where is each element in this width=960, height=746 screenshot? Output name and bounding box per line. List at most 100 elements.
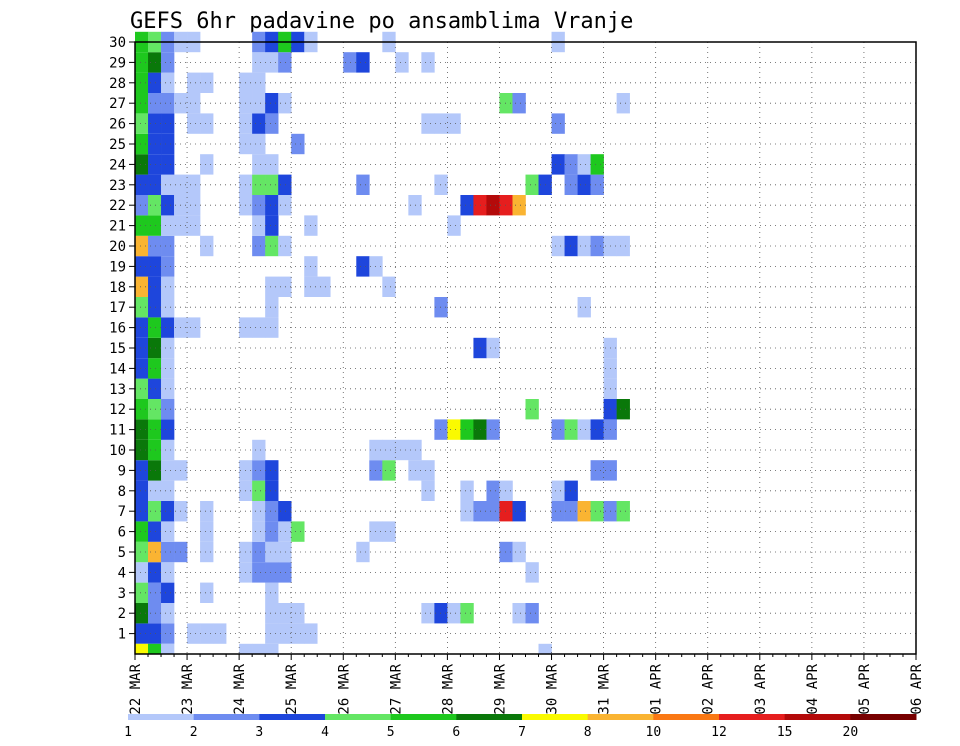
- heatmap-cell: [135, 399, 149, 420]
- heatmap-cell: [161, 501, 175, 522]
- legend-label: 1: [124, 725, 132, 740]
- heatmap-cell: [161, 439, 175, 461]
- heatmap-cell: [187, 215, 201, 236]
- heatmap-cell: [161, 113, 175, 134]
- heatmap-cell: [538, 643, 552, 654]
- heatmap-cell: [135, 521, 149, 542]
- heatmap-cell: [135, 113, 149, 134]
- heatmap-cell: [291, 623, 305, 644]
- heatmap-cell: [135, 460, 149, 481]
- heatmap-cell: [252, 439, 266, 461]
- heatmap-cell: [577, 297, 591, 318]
- heatmap-cell: [564, 480, 578, 501]
- heatmap-cell: [564, 235, 578, 257]
- heatmap-cell: [187, 195, 201, 216]
- heatmap-cell: [564, 154, 578, 175]
- y-tick-label: 7: [118, 504, 126, 520]
- heatmap-cell: [148, 378, 162, 399]
- heatmap-cell: [135, 276, 149, 297]
- heatmap-cell: [577, 154, 591, 175]
- heatmap-cell: [135, 154, 149, 175]
- y-tick-label: 18: [109, 280, 126, 296]
- heatmap-cell: [447, 603, 461, 624]
- heatmap-cell: [278, 521, 292, 542]
- heatmap-cell: [161, 297, 175, 318]
- heatmap-cell: [252, 480, 266, 501]
- heatmap-cell: [252, 235, 266, 257]
- chart-title: GEFS 6hr padavine po ansamblima Vranje: [130, 9, 633, 34]
- heatmap-cell: [265, 297, 279, 318]
- heatmap-cell: [161, 93, 175, 114]
- heatmap-cell: [252, 501, 266, 522]
- legend-swatch: [193, 714, 260, 720]
- legend-label: 10: [646, 725, 662, 740]
- heatmap-cell: [512, 603, 526, 624]
- legend-swatch: [325, 714, 392, 720]
- heatmap-cell: [525, 603, 539, 624]
- heatmap-cell: [135, 52, 149, 73]
- heatmap-cell: [486, 195, 500, 216]
- x-tick-label: 30 MAR: [545, 663, 561, 714]
- heatmap-cell: [252, 521, 266, 542]
- heatmap-cell: [187, 72, 201, 93]
- heatmap-cell: [252, 154, 266, 175]
- heatmap-cell: [434, 113, 448, 134]
- heatmap-cell: [135, 297, 149, 318]
- heatmap-cell: [395, 439, 409, 461]
- heatmap-cell: [616, 93, 630, 114]
- heatmap-cell: [148, 133, 162, 155]
- y-tick-label: 13: [109, 382, 126, 398]
- legend-label: 8: [584, 725, 592, 740]
- heatmap-cell: [135, 643, 149, 654]
- heatmap-cell: [161, 235, 175, 257]
- heatmap-cell: [161, 154, 175, 175]
- heatmap-cell: [577, 174, 591, 195]
- heatmap-cell: [135, 480, 149, 501]
- heatmap-cell: [421, 480, 435, 501]
- legend-label: 12: [711, 725, 727, 740]
- heatmap-cell: [161, 317, 175, 338]
- heatmap-cell: [135, 603, 149, 624]
- heatmap-cell: [512, 195, 526, 216]
- heatmap-cell: [551, 419, 565, 440]
- heatmap-cell: [265, 603, 279, 624]
- heatmap-cell: [161, 460, 175, 481]
- heatmap-cell: [551, 154, 565, 175]
- legend-label: 3: [255, 725, 263, 740]
- heatmap-cell: [278, 174, 292, 195]
- heatmap-cell: [252, 215, 266, 236]
- heatmap-cell: [252, 541, 266, 563]
- heatmap-cell: [486, 501, 500, 522]
- heatmap-cell: [200, 541, 214, 563]
- heatmap-cell: [135, 419, 149, 440]
- y-tick-label: 28: [109, 76, 126, 92]
- heatmap-cell: [356, 541, 370, 563]
- heatmap-cell: [148, 439, 162, 461]
- heatmap-cell: [590, 235, 604, 257]
- heatmap-cell: [161, 195, 175, 216]
- heatmap-cell: [148, 603, 162, 624]
- heatmap-cell: [187, 623, 201, 644]
- y-tick-label: 15: [109, 341, 126, 357]
- x-tick-label: 03 APR: [753, 663, 769, 714]
- heatmap-cell: [161, 174, 175, 195]
- heatmap-cell: [265, 235, 279, 257]
- legend-swatch: [784, 714, 851, 720]
- heatmap-cell: [200, 154, 214, 175]
- heatmap-cell: [499, 501, 513, 522]
- heatmap-cell: [148, 562, 162, 583]
- heatmap-cell: [434, 419, 448, 440]
- heatmap-cell: [135, 582, 149, 603]
- heatmap-cell: [512, 541, 526, 563]
- heatmap-cell: [148, 521, 162, 542]
- heatmap-cell: [148, 582, 162, 603]
- heatmap-cell: [187, 113, 201, 134]
- legend-swatch: [587, 714, 654, 720]
- heatmap-cell: [148, 358, 162, 379]
- heatmap-cell: [434, 603, 448, 624]
- heatmap-cells: [135, 31, 630, 654]
- heatmap-cell: [499, 541, 513, 563]
- y-tick-label: 11: [109, 423, 126, 439]
- heatmap-cell: [161, 541, 175, 563]
